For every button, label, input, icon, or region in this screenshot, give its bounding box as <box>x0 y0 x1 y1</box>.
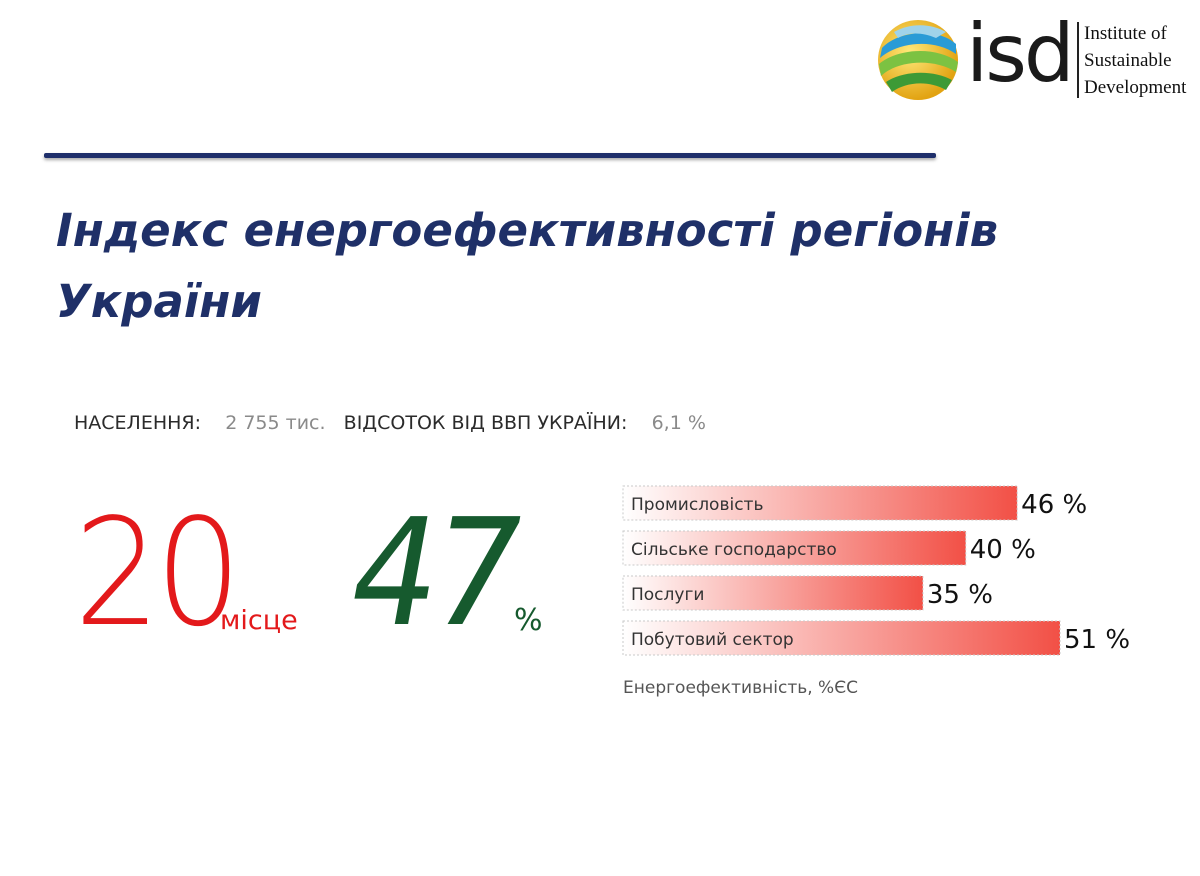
logo-text: Institute of Sustainable Development <box>1084 20 1186 101</box>
isd-logo: isd Institute of Sustainable Development <box>876 7 1196 106</box>
gdp-label: ВІДСОТОК ВІД ВВП УКРАЇНИ: <box>343 412 628 434</box>
logo-acronym: isd <box>966 7 1075 100</box>
logo-line-1: Institute of <box>1084 23 1167 44</box>
logo-line-3: Development <box>1084 77 1187 98</box>
logo-line-2: Sustainable <box>1084 50 1172 71</box>
bar-category-label: Сільське господарство <box>631 540 837 560</box>
rank-value: 20 <box>74 487 242 659</box>
energy-efficiency-bar-chart: Промисловість 46 % Сільське господарство 40… <box>622 485 1130 656</box>
bar <box>622 575 924 611</box>
efficiency-unit: % <box>514 603 543 638</box>
bar-category-label: Промисловість <box>631 495 763 515</box>
bar-value-label: 35 % <box>927 580 993 610</box>
bar <box>622 530 967 566</box>
logo-separator <box>1077 22 1079 98</box>
title-divider <box>44 153 936 158</box>
bar <box>622 485 1018 521</box>
bar-value-label: 51 % <box>1064 625 1130 655</box>
gdp-value: 6,1 % <box>651 412 706 434</box>
chart-x-label: Енергоефективність, %ЄС <box>623 678 858 698</box>
bar-value-label: 46 % <box>1021 490 1087 520</box>
bar-category-label: Побутовий сектор <box>631 630 794 650</box>
bar-category-label: Послуги <box>631 585 704 605</box>
population-label: НАСЕЛЕННЯ: <box>74 412 202 434</box>
bar-value-label: 40 % <box>970 535 1036 565</box>
rank-unit: місце <box>220 605 298 636</box>
bar <box>622 620 1061 656</box>
stats-line: НАСЕЛЕННЯ: 2 755 тис. ВІДСОТОК ВІД ВВП У… <box>74 412 706 434</box>
efficiency-value: 47 <box>352 487 522 659</box>
globe-logo-icon <box>878 20 958 100</box>
page-title: Індекс енергоефективності регіонів Украї… <box>56 204 999 328</box>
population-value: 2 755 тис. <box>225 412 326 434</box>
